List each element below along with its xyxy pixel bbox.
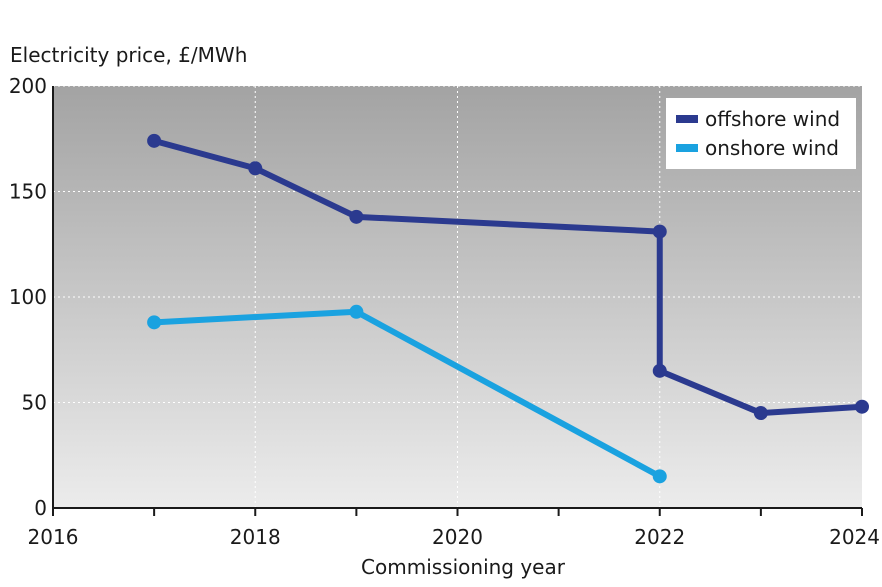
legend: offshore wind onshore wind <box>666 98 856 169</box>
y-axis-ticks: 0 50 100 150 200 <box>9 74 47 520</box>
data-point-offshore-wind-6 <box>855 399 869 414</box>
x-tick-label-2016: 2016 <box>28 525 79 549</box>
x-axis-title: Commissioning year <box>361 555 566 579</box>
data-point-offshore-wind-2 <box>349 209 364 224</box>
x-axis-ticks: 2016 2018 2020 2022 2024 <box>28 508 880 549</box>
y-tick-label-100: 100 <box>9 285 47 309</box>
data-point-offshore-wind-0 <box>147 133 162 148</box>
series-layer <box>147 133 869 484</box>
y-axis-title: Electricity price, £/MWh <box>10 43 247 67</box>
data-point-offshore-wind-3 <box>652 224 667 239</box>
data-point-onshore-wind-0 <box>147 315 162 330</box>
y-tick-label-150: 150 <box>9 180 47 204</box>
data-point-onshore-wind-2 <box>652 469 667 484</box>
x-tick-label-2020: 2020 <box>432 525 483 549</box>
legend-box <box>666 98 856 169</box>
x-tick-label-2024: 2024 <box>829 525 880 549</box>
data-point-offshore-wind-4 <box>652 363 667 378</box>
y-tick-label-50: 50 <box>22 391 47 415</box>
x-tick-label-2022: 2022 <box>634 525 685 549</box>
y-tick-label-0: 0 <box>34 496 47 520</box>
data-point-onshore-wind-1 <box>349 304 364 319</box>
legend-label-onshore-wind: onshore wind <box>705 136 839 160</box>
data-point-offshore-wind-1 <box>248 161 263 176</box>
y-tick-label-200: 200 <box>9 74 47 98</box>
legend-label-offshore-wind: offshore wind <box>705 107 840 131</box>
legend-swatch-offshore-wind <box>676 115 698 123</box>
data-point-offshore-wind-5 <box>753 406 768 421</box>
x-tick-label-2018: 2018 <box>230 525 281 549</box>
legend-swatch-onshore-wind <box>676 144 698 152</box>
